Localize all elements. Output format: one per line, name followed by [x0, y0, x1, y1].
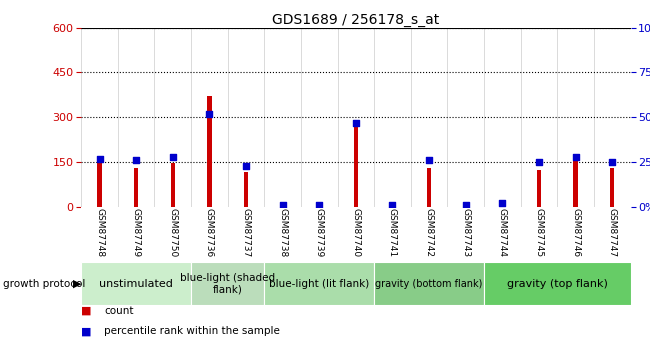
Text: GSM87750: GSM87750 [168, 208, 177, 257]
Point [460, 203, 471, 208]
Text: GSM87738: GSM87738 [278, 208, 287, 257]
Bar [134, 168, 138, 207]
Title: GDS1689 / 256178_s_at: GDS1689 / 256178_s_at [272, 12, 439, 27]
Text: GSM87742: GSM87742 [424, 208, 434, 257]
Bar [390, 204, 395, 207]
Text: ■: ■ [81, 326, 92, 336]
Bar [610, 168, 614, 207]
Point [497, 201, 508, 206]
Bar [244, 172, 248, 207]
Text: GSM87745: GSM87745 [534, 208, 543, 257]
Text: GSM87744: GSM87744 [498, 208, 507, 257]
Bar [500, 205, 504, 207]
Text: GSM87740: GSM87740 [352, 208, 360, 257]
Bar [484, 262, 630, 305]
Bar [265, 262, 374, 305]
Point [351, 120, 361, 126]
Text: gravity (bottom flank): gravity (bottom flank) [376, 279, 483, 289]
Text: percentile rank within the sample: percentile rank within the sample [104, 326, 280, 336]
Bar [463, 205, 468, 207]
Bar [280, 205, 285, 207]
Text: GSM87743: GSM87743 [462, 208, 470, 257]
Text: GSM87749: GSM87749 [132, 208, 140, 257]
Text: GSM87737: GSM87737 [242, 208, 250, 257]
Bar [170, 163, 175, 207]
Point [168, 154, 178, 159]
Text: GSM87739: GSM87739 [315, 208, 324, 257]
Bar [427, 168, 432, 207]
Text: GSM87746: GSM87746 [571, 208, 580, 257]
Bar [98, 163, 102, 207]
Bar [317, 204, 322, 207]
Point [278, 203, 288, 208]
Bar [81, 262, 191, 305]
Bar [374, 262, 484, 305]
Text: count: count [104, 306, 133, 315]
Bar [537, 170, 541, 207]
Text: GSM87741: GSM87741 [388, 208, 397, 257]
Text: GSM87748: GSM87748 [95, 208, 104, 257]
Text: GSM87747: GSM87747 [608, 208, 617, 257]
Point [131, 158, 142, 163]
Point [314, 203, 324, 208]
Point [534, 159, 544, 165]
Bar [354, 126, 358, 207]
Bar [573, 155, 578, 207]
Point [424, 158, 434, 163]
Text: ■: ■ [81, 306, 92, 315]
Point [607, 159, 618, 165]
Text: blue-light (shaded
flank): blue-light (shaded flank) [180, 273, 276, 295]
Point [571, 154, 581, 159]
Point [94, 156, 105, 161]
Text: gravity (top flank): gravity (top flank) [507, 279, 608, 289]
Text: unstimulated: unstimulated [99, 279, 173, 289]
Point [240, 163, 251, 168]
Point [204, 111, 214, 117]
Text: growth protocol: growth protocol [3, 279, 86, 289]
Point [387, 203, 398, 208]
Bar [191, 262, 265, 305]
Text: ▶: ▶ [73, 279, 81, 289]
Text: blue-light (lit flank): blue-light (lit flank) [269, 279, 369, 289]
Text: GSM87736: GSM87736 [205, 208, 214, 257]
Bar [207, 96, 212, 207]
